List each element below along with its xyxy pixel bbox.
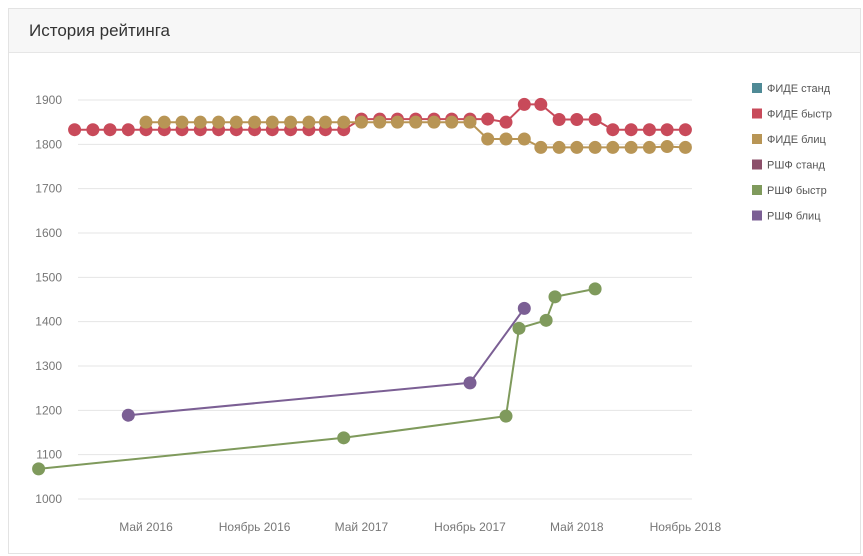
data-point[interactable]	[678, 123, 692, 137]
x-tick-label: Ноябрь 2018	[650, 520, 722, 534]
data-point[interactable]	[624, 123, 638, 137]
data-point[interactable]	[390, 115, 404, 129]
data-point[interactable]	[606, 123, 620, 137]
series-line	[128, 307, 526, 417]
data-point[interactable]	[481, 112, 495, 126]
data-point[interactable]	[302, 115, 316, 129]
data-point[interactable]	[337, 115, 351, 129]
data-point[interactable]	[427, 115, 441, 129]
x-tick-label: Май 2018	[550, 520, 604, 534]
legend-swatch	[752, 185, 762, 195]
y-tick-label: 1900	[35, 93, 62, 107]
data-point[interactable]	[534, 140, 548, 154]
data-point[interactable]	[539, 313, 553, 327]
data-point[interactable]	[121, 408, 135, 422]
data-point[interactable]	[229, 115, 243, 129]
legend-label: РШФ быстр	[767, 185, 827, 197]
data-point[interactable]	[32, 462, 46, 476]
data-point[interactable]	[588, 282, 602, 296]
data-point[interactable]	[354, 115, 368, 129]
data-point[interactable]	[193, 115, 207, 129]
data-point[interactable]	[512, 321, 526, 335]
legend-swatch	[752, 108, 762, 119]
data-point[interactable]	[103, 123, 117, 137]
legend-label: ФИДЕ быстр	[767, 109, 832, 121]
data-point[interactable]	[660, 140, 674, 154]
legend-swatch	[752, 134, 762, 144]
y-tick-label: 1600	[35, 226, 62, 240]
legend-swatch	[752, 210, 762, 221]
y-tick-label: 1400	[35, 315, 62, 329]
data-point[interactable]	[481, 132, 495, 146]
data-point[interactable]	[606, 140, 620, 154]
data-point[interactable]	[517, 301, 531, 315]
data-point[interactable]	[660, 123, 674, 137]
data-point[interactable]	[463, 376, 477, 390]
data-point[interactable]	[678, 140, 692, 154]
y-tick-label: 1100	[36, 448, 62, 462]
legend-label: ФИДЕ станд	[767, 83, 831, 95]
panel-title: История рейтинга	[29, 20, 171, 40]
data-point[interactable]	[642, 140, 656, 154]
rating-history-panel: История рейтинга	[8, 8, 861, 554]
data-point[interactable]	[588, 113, 602, 127]
data-point[interactable]	[318, 115, 332, 129]
data-point[interactable]	[588, 140, 602, 154]
y-tick-label: 1300	[35, 359, 62, 373]
data-point[interactable]	[212, 115, 226, 129]
data-point[interactable]	[265, 115, 279, 129]
x-tick-label: Май 2017	[335, 520, 389, 534]
data-point[interactable]	[552, 140, 566, 154]
data-point[interactable]	[548, 290, 562, 304]
y-tick-label: 1000	[35, 492, 62, 506]
legend-label: ФИДЕ блиц	[767, 134, 826, 146]
legend-swatch	[752, 83, 762, 93]
legend-label: РШФ блиц	[767, 211, 821, 223]
data-point[interactable]	[373, 115, 387, 129]
data-point[interactable]	[445, 115, 459, 129]
y-tick-label: 1800	[35, 137, 62, 151]
data-point[interactable]	[157, 115, 171, 129]
y-tick-label: 1200	[35, 403, 62, 417]
y-tick-label: 1700	[35, 182, 62, 196]
x-tick-label: Ноябрь 2017	[434, 520, 506, 534]
data-point[interactable]	[409, 115, 423, 129]
data-point[interactable]	[86, 123, 100, 137]
data-point[interactable]	[624, 140, 638, 154]
data-point[interactable]	[337, 431, 351, 445]
data-point[interactable]	[139, 115, 153, 129]
data-point[interactable]	[570, 140, 584, 154]
data-point[interactable]	[175, 115, 189, 129]
x-tick-label: Май 2016	[119, 520, 173, 534]
data-point[interactable]	[463, 115, 477, 129]
y-tick-label: 1500	[35, 270, 62, 284]
panel-header: История рейтинга	[9, 9, 860, 53]
legend-swatch	[752, 159, 762, 170]
data-point[interactable]	[121, 123, 135, 137]
data-point[interactable]	[284, 115, 298, 129]
data-point[interactable]	[642, 123, 656, 137]
data-point[interactable]	[552, 113, 566, 127]
data-point[interactable]	[499, 409, 513, 423]
data-point[interactable]	[534, 97, 548, 111]
series-line	[38, 287, 596, 470]
data-point[interactable]	[517, 97, 531, 111]
data-point[interactable]	[68, 123, 82, 137]
data-point[interactable]	[570, 113, 584, 127]
data-point[interactable]	[248, 115, 262, 129]
data-point[interactable]	[499, 115, 513, 129]
x-tick-label: Ноябрь 2016	[219, 520, 291, 534]
data-point[interactable]	[499, 132, 513, 146]
data-point[interactable]	[517, 132, 531, 146]
legend-label: РШФ станд	[767, 160, 825, 172]
